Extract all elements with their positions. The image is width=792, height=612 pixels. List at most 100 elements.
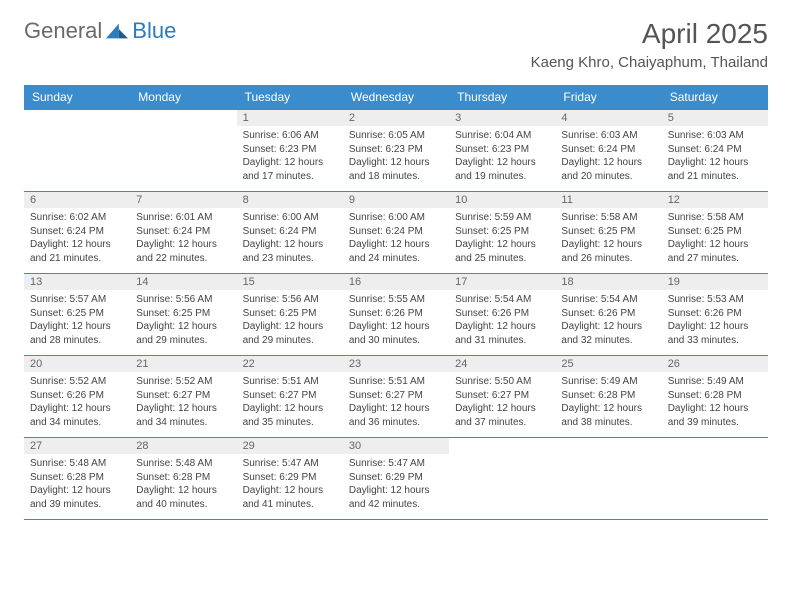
weekday-header: Tuesday bbox=[237, 85, 343, 110]
day-line: Sunset: 6:23 PM bbox=[455, 143, 549, 157]
day-content: Sunrise: 5:54 AMSunset: 6:26 PMDaylight:… bbox=[555, 290, 661, 350]
day-number: 16 bbox=[343, 274, 449, 290]
day-number: 19 bbox=[662, 274, 768, 290]
calendar-table: SundayMondayTuesdayWednesdayThursdayFrid… bbox=[24, 85, 768, 520]
calendar-cell: 15Sunrise: 5:56 AMSunset: 6:25 PMDayligh… bbox=[237, 274, 343, 356]
day-line: Daylight: 12 hours and 33 minutes. bbox=[668, 320, 762, 347]
day-line: Sunset: 6:25 PM bbox=[243, 307, 337, 321]
day-line: Sunset: 6:24 PM bbox=[349, 225, 443, 239]
weekday-header: Wednesday bbox=[343, 85, 449, 110]
day-number: 7 bbox=[130, 192, 236, 208]
day-line: Daylight: 12 hours and 21 minutes. bbox=[668, 156, 762, 183]
day-number: 21 bbox=[130, 356, 236, 372]
day-number: 3 bbox=[449, 110, 555, 126]
day-line: Sunset: 6:23 PM bbox=[243, 143, 337, 157]
calendar-cell: 10Sunrise: 5:59 AMSunset: 6:25 PMDayligh… bbox=[449, 192, 555, 274]
calendar-cell: 24Sunrise: 5:50 AMSunset: 6:27 PMDayligh… bbox=[449, 356, 555, 438]
day-line: Sunrise: 5:51 AM bbox=[243, 375, 337, 389]
day-line: Daylight: 12 hours and 26 minutes. bbox=[561, 238, 655, 265]
day-line: Daylight: 12 hours and 23 minutes. bbox=[243, 238, 337, 265]
logo-text-2: Blue bbox=[132, 18, 176, 44]
day-line: Daylight: 12 hours and 29 minutes. bbox=[136, 320, 230, 347]
day-number: 29 bbox=[237, 438, 343, 454]
day-line: Sunset: 6:26 PM bbox=[668, 307, 762, 321]
calendar-row: 20Sunrise: 5:52 AMSunset: 6:26 PMDayligh… bbox=[24, 356, 768, 438]
day-line: Daylight: 12 hours and 39 minutes. bbox=[30, 484, 124, 511]
day-line: Sunrise: 5:58 AM bbox=[561, 211, 655, 225]
day-number: 4 bbox=[555, 110, 661, 126]
weekday-header: Thursday bbox=[449, 85, 555, 110]
day-line: Sunrise: 5:54 AM bbox=[561, 293, 655, 307]
day-content bbox=[555, 442, 661, 448]
day-number: 8 bbox=[237, 192, 343, 208]
calendar-row: 6Sunrise: 6:02 AMSunset: 6:24 PMDaylight… bbox=[24, 192, 768, 274]
day-line: Sunset: 6:23 PM bbox=[349, 143, 443, 157]
day-line: Sunrise: 5:49 AM bbox=[668, 375, 762, 389]
day-content: Sunrise: 5:50 AMSunset: 6:27 PMDaylight:… bbox=[449, 372, 555, 432]
day-content: Sunrise: 6:06 AMSunset: 6:23 PMDaylight:… bbox=[237, 126, 343, 186]
calendar-cell: 2Sunrise: 6:05 AMSunset: 6:23 PMDaylight… bbox=[343, 110, 449, 192]
day-content: Sunrise: 5:58 AMSunset: 6:25 PMDaylight:… bbox=[662, 208, 768, 268]
weekday-header: Sunday bbox=[24, 85, 130, 110]
day-number: 18 bbox=[555, 274, 661, 290]
calendar-cell: 27Sunrise: 5:48 AMSunset: 6:28 PMDayligh… bbox=[24, 438, 130, 520]
calendar-row: 27Sunrise: 5:48 AMSunset: 6:28 PMDayligh… bbox=[24, 438, 768, 520]
calendar-cell: 14Sunrise: 5:56 AMSunset: 6:25 PMDayligh… bbox=[130, 274, 236, 356]
day-line: Sunrise: 6:06 AM bbox=[243, 129, 337, 143]
day-content: Sunrise: 6:02 AMSunset: 6:24 PMDaylight:… bbox=[24, 208, 130, 268]
day-number: 5 bbox=[662, 110, 768, 126]
day-number: 1 bbox=[237, 110, 343, 126]
calendar-cell bbox=[555, 438, 661, 520]
calendar-row: 13Sunrise: 5:57 AMSunset: 6:25 PMDayligh… bbox=[24, 274, 768, 356]
day-content: Sunrise: 5:47 AMSunset: 6:29 PMDaylight:… bbox=[237, 454, 343, 514]
calendar-cell: 19Sunrise: 5:53 AMSunset: 6:26 PMDayligh… bbox=[662, 274, 768, 356]
day-line: Daylight: 12 hours and 35 minutes. bbox=[243, 402, 337, 429]
weekday-header: Monday bbox=[130, 85, 236, 110]
day-line: Sunrise: 5:54 AM bbox=[455, 293, 549, 307]
header: General Blue April 2025 Kaeng Khro, Chai… bbox=[24, 18, 768, 71]
day-line: Daylight: 12 hours and 42 minutes. bbox=[349, 484, 443, 511]
calendar-cell: 11Sunrise: 5:58 AMSunset: 6:25 PMDayligh… bbox=[555, 192, 661, 274]
month-title: April 2025 bbox=[531, 18, 768, 50]
day-line: Sunrise: 5:48 AM bbox=[30, 457, 124, 471]
day-line: Daylight: 12 hours and 36 minutes. bbox=[349, 402, 443, 429]
day-line: Sunrise: 5:57 AM bbox=[30, 293, 124, 307]
day-content: Sunrise: 6:03 AMSunset: 6:24 PMDaylight:… bbox=[662, 126, 768, 186]
calendar-cell: 4Sunrise: 6:03 AMSunset: 6:24 PMDaylight… bbox=[555, 110, 661, 192]
day-content: Sunrise: 6:00 AMSunset: 6:24 PMDaylight:… bbox=[237, 208, 343, 268]
day-line: Daylight: 12 hours and 34 minutes. bbox=[30, 402, 124, 429]
day-line: Sunset: 6:25 PM bbox=[455, 225, 549, 239]
day-number: 26 bbox=[662, 356, 768, 372]
day-line: Sunrise: 5:47 AM bbox=[349, 457, 443, 471]
calendar-cell: 7Sunrise: 6:01 AMSunset: 6:24 PMDaylight… bbox=[130, 192, 236, 274]
day-line: Sunset: 6:26 PM bbox=[561, 307, 655, 321]
day-number: 15 bbox=[237, 274, 343, 290]
day-number: 24 bbox=[449, 356, 555, 372]
day-line: Daylight: 12 hours and 34 minutes. bbox=[136, 402, 230, 429]
day-line: Sunrise: 5:47 AM bbox=[243, 457, 337, 471]
day-line: Sunset: 6:24 PM bbox=[668, 143, 762, 157]
day-line: Sunset: 6:26 PM bbox=[455, 307, 549, 321]
day-number: 27 bbox=[24, 438, 130, 454]
day-content: Sunrise: 6:04 AMSunset: 6:23 PMDaylight:… bbox=[449, 126, 555, 186]
calendar-cell: 21Sunrise: 5:52 AMSunset: 6:27 PMDayligh… bbox=[130, 356, 236, 438]
day-line: Daylight: 12 hours and 21 minutes. bbox=[30, 238, 124, 265]
day-content: Sunrise: 5:52 AMSunset: 6:26 PMDaylight:… bbox=[24, 372, 130, 432]
day-line: Sunrise: 5:51 AM bbox=[349, 375, 443, 389]
day-content: Sunrise: 5:47 AMSunset: 6:29 PMDaylight:… bbox=[343, 454, 449, 514]
day-line: Sunrise: 5:49 AM bbox=[561, 375, 655, 389]
day-line: Sunset: 6:25 PM bbox=[668, 225, 762, 239]
day-line: Sunset: 6:27 PM bbox=[349, 389, 443, 403]
day-number: 11 bbox=[555, 192, 661, 208]
calendar-cell: 5Sunrise: 6:03 AMSunset: 6:24 PMDaylight… bbox=[662, 110, 768, 192]
calendar-cell: 8Sunrise: 6:00 AMSunset: 6:24 PMDaylight… bbox=[237, 192, 343, 274]
day-content: Sunrise: 5:56 AMSunset: 6:25 PMDaylight:… bbox=[237, 290, 343, 350]
day-number: 12 bbox=[662, 192, 768, 208]
calendar-cell: 26Sunrise: 5:49 AMSunset: 6:28 PMDayligh… bbox=[662, 356, 768, 438]
day-line: Daylight: 12 hours and 18 minutes. bbox=[349, 156, 443, 183]
day-line: Sunrise: 5:52 AM bbox=[136, 375, 230, 389]
day-line: Sunrise: 5:59 AM bbox=[455, 211, 549, 225]
day-line: Sunset: 6:27 PM bbox=[455, 389, 549, 403]
day-line: Sunset: 6:26 PM bbox=[349, 307, 443, 321]
day-number: 17 bbox=[449, 274, 555, 290]
